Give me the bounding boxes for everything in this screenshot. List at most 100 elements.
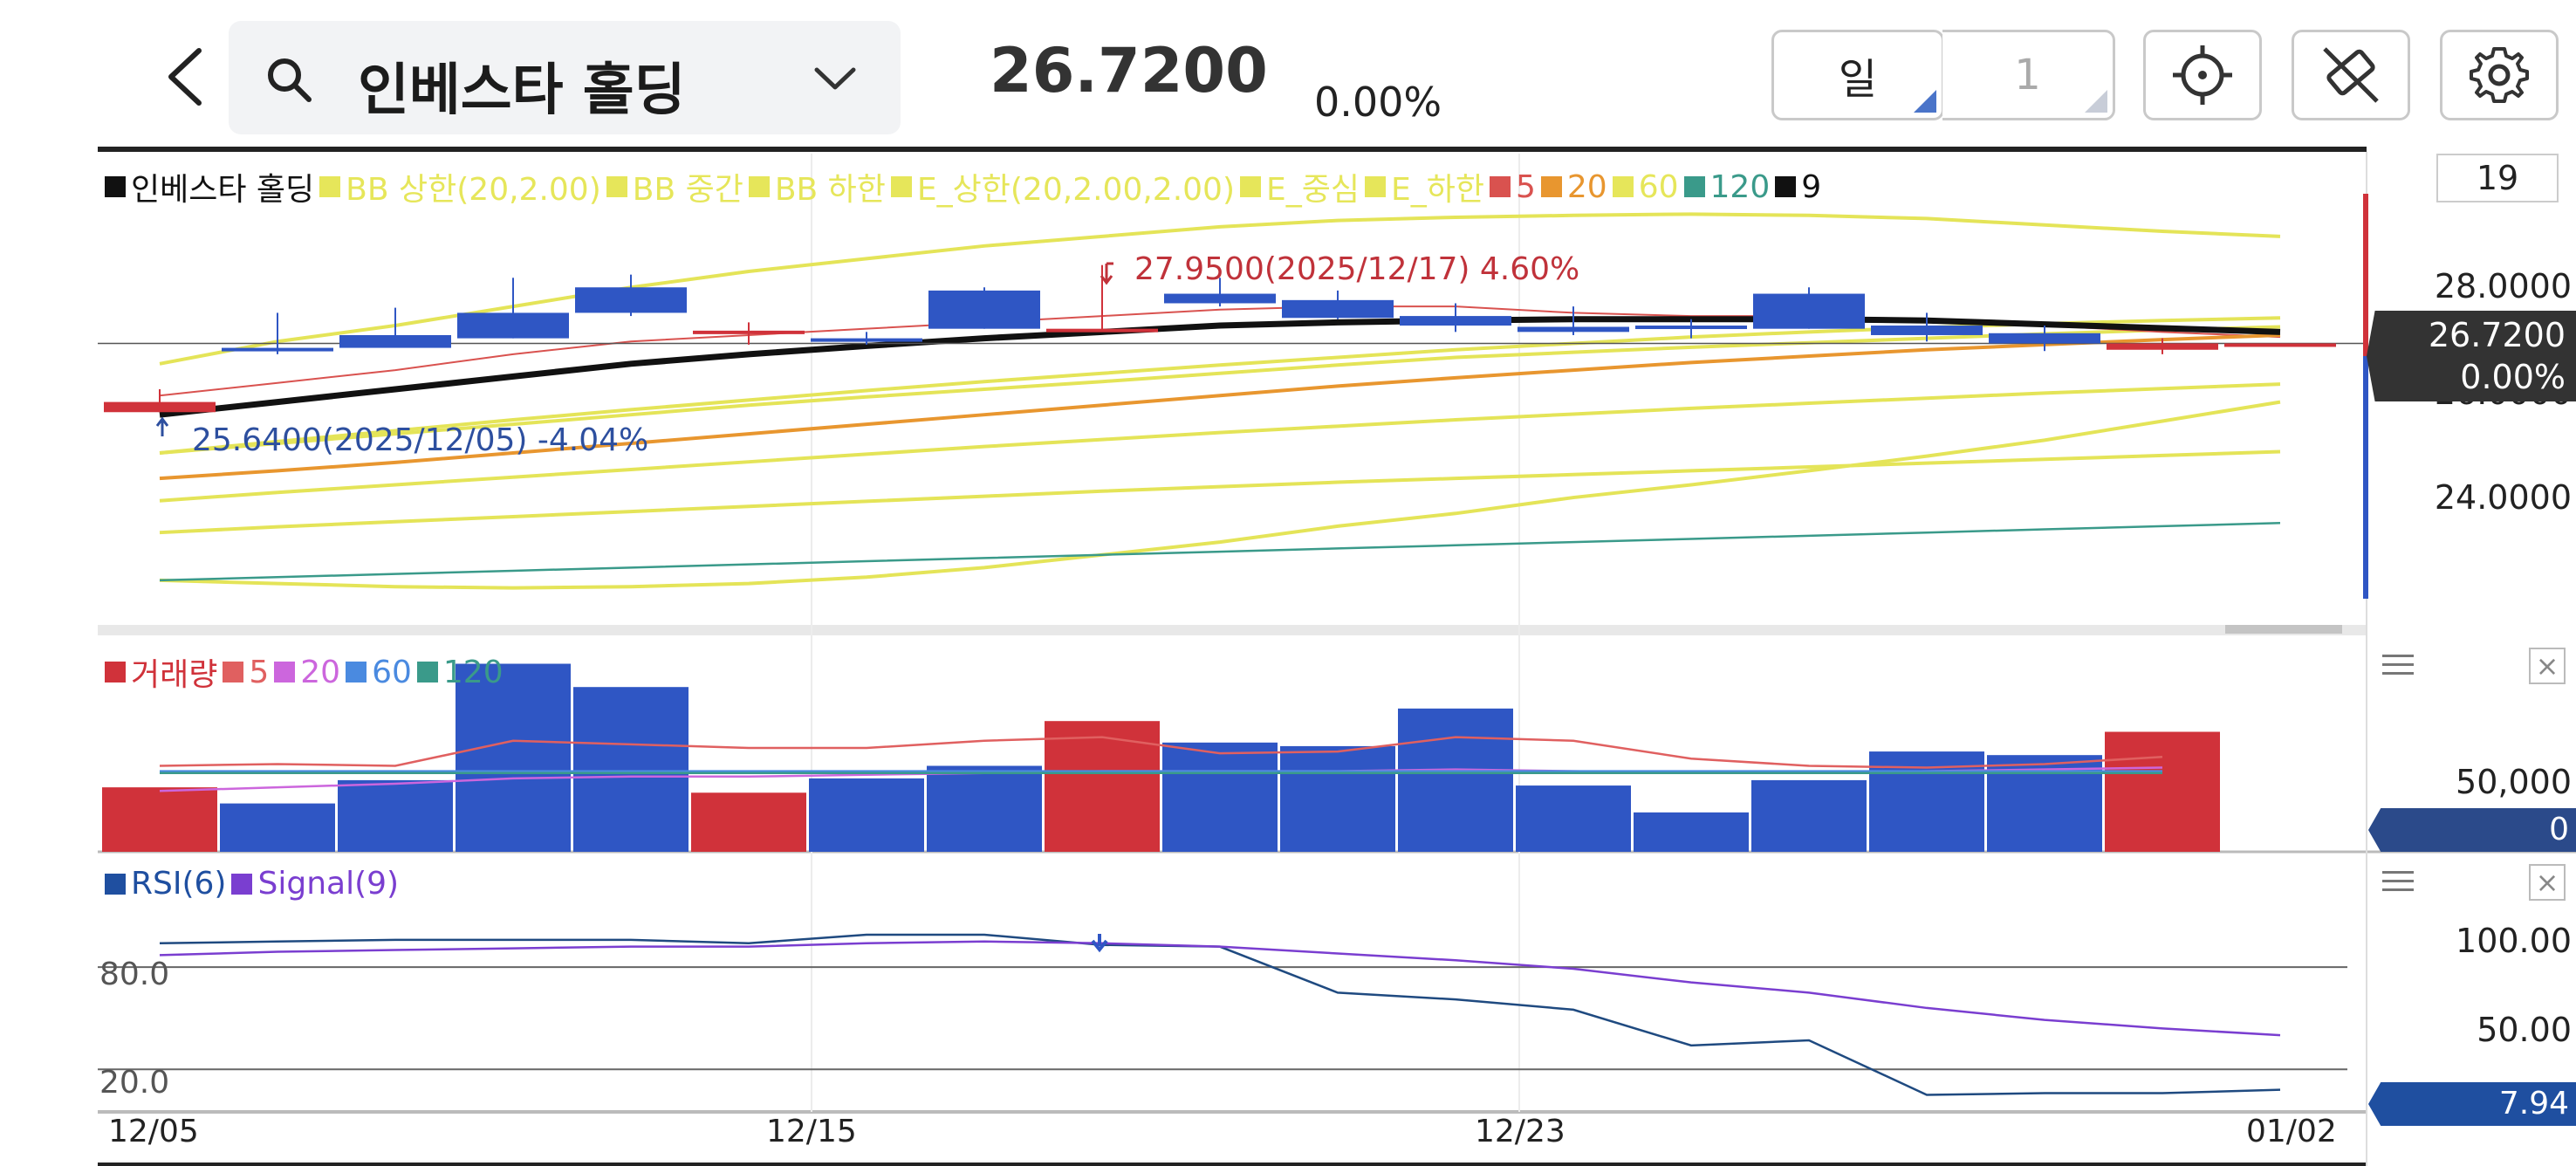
volume-bar [1634,812,1749,852]
candle-body [1046,328,1158,333]
current-price-tag-pct: 0.00% [2460,358,2566,396]
legend-swatch [748,176,770,197]
legend-swatch [346,662,367,682]
legend-label: 60 [372,654,412,690]
price-legend-item[interactable]: BB 중간 [606,164,743,209]
candle-count-badge[interactable]: 19 [2436,154,2559,202]
price-legend-item[interactable]: BB 상한(20,2.00) [319,164,601,209]
volume-close-icon[interactable]: × [2529,648,2566,684]
legend-swatch [223,662,244,682]
price-legend-item[interactable]: E_하한 [1365,164,1484,209]
stock-search-box[interactable]: 인베스타 홀딩 [229,21,901,134]
volume-legend-item[interactable]: 60 [346,655,412,690]
low-marker-icon [155,416,169,436]
price-legend-item[interactable]: 9 [1775,169,1821,205]
drawing-tools-icon [2323,47,2379,103]
price-range-bar-down [2363,356,2368,599]
volume-bar [573,687,689,852]
price-line-series [159,521,2281,582]
panel-separator [98,625,2367,635]
period-unit-label: 일 [1838,55,1878,104]
legend-swatch [1240,176,1261,197]
legend-label: 5 [1516,168,1536,205]
x-axis-label: 12/05 [108,1114,199,1149]
rsi-legend-item[interactable]: Signal(9) [231,866,399,902]
price-legend-item[interactable]: 5 [1490,169,1536,205]
rsi-marker-icon [1091,934,1108,953]
volume-bar [220,803,335,852]
rsi-close-icon[interactable]: × [2529,864,2566,901]
volume-legend-item[interactable]: 거래량 [105,649,217,695]
price-legend-item[interactable]: BB 하한 [748,164,886,209]
candle-body [1989,333,2100,344]
crosshair-button[interactable] [2143,30,2262,120]
gear-icon [2470,47,2529,103]
rsi-legend: RSI(6) Signal(9) [105,866,404,902]
candle-body [811,338,922,342]
volume-legend-item[interactable]: 120 [416,654,504,690]
legend-swatch [105,873,126,895]
drawing-tools-button[interactable] [2292,30,2410,120]
legend-swatch [319,176,341,197]
volume-bar [456,663,571,852]
low-annotation: 25.6400(2025/12/05) -4.04% [192,422,649,458]
price-line-series [159,400,2281,590]
price-legend-item[interactable]: 120 [1683,168,1771,205]
legend-label: 5 [249,654,270,690]
volume-bar [1751,779,1867,852]
legend-label: 9 [1801,168,1822,205]
volume-menu-icon[interactable] [2382,655,2414,676]
settings-button[interactable] [2440,30,2559,120]
price-legend-item[interactable]: 인베스타 홀딩 [105,164,314,209]
legend-label: 120 [1709,168,1771,205]
volume-bar [1280,745,1395,852]
legend-swatch [416,662,438,682]
legend-label: E_상한(20,2.00,2.00) [916,172,1235,208]
x-axis-label: 12/23 [1475,1114,1565,1149]
volume-bar [691,792,806,852]
volume-bar [1162,742,1278,852]
volume-bar [2105,731,2220,852]
rsi-menu-icon[interactable] [2382,871,2414,892]
legend-label: BB 하한 [774,172,886,208]
search-icon [265,56,314,108]
candle-body [1753,293,1865,329]
price-legend-item[interactable]: E_중심 [1240,164,1360,209]
legend-swatch [105,662,126,682]
chevron-down-icon[interactable] [813,66,857,96]
legend-label: 20 [1566,168,1607,205]
candle-body [1400,316,1511,326]
candle-body [339,334,451,348]
candle-body [1282,299,1394,319]
rsi-ref-label-20: 20.0 [99,1065,170,1101]
candle-body [1635,326,1747,330]
price-line-series [159,333,2281,481]
rsi-legend-item[interactable]: RSI(6) [105,866,226,902]
legend-swatch [1365,176,1386,197]
period-value-button[interactable]: 1 [1942,30,2115,120]
legend-label: BB 상한(20,2.00) [346,172,601,208]
legend-swatch [274,662,296,682]
current-price-tag: 26.7200 0.00% [2367,311,2576,401]
legend-label: E_하한 [1391,172,1484,208]
rsi-axis-label: 50.00 [2477,1011,2572,1049]
back-icon[interactable] [159,42,211,112]
volume-legend-item[interactable]: 20 [274,655,340,690]
price-legend-item[interactable]: E_상한(20,2.00,2.00) [890,164,1235,209]
rsi-line-series [159,933,2281,1096]
price-legend-item[interactable]: 60 [1612,169,1679,205]
candle-body [928,290,1040,329]
candle-body [575,287,687,313]
header-divider [98,147,2367,152]
crosshair-icon [2173,45,2232,105]
legend-label: 120 [442,654,504,690]
volume-legend-item[interactable]: 5 [223,655,269,690]
candle-body [222,347,333,352]
rsi-axis-label: 100.00 [2456,922,2572,960]
volume-current-tag: 0 [2368,808,2576,852]
price-legend-item[interactable]: 20 [1540,168,1607,205]
volume-legend: 거래량 5 20 60 120 [105,649,509,695]
volume-bar [1516,785,1631,852]
change-percent: 0.00% [1314,79,1442,126]
